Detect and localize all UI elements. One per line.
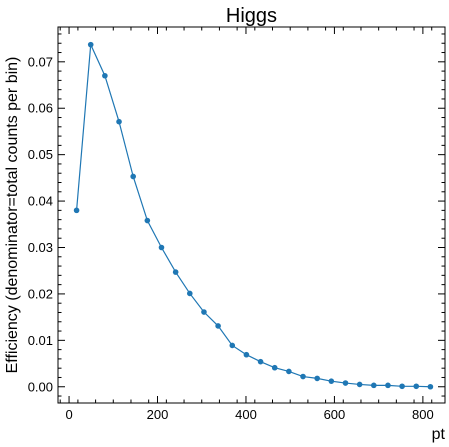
y-tick-label: 0.03	[28, 240, 53, 255]
data-point	[385, 382, 391, 389]
x-tick-label: 0	[65, 407, 72, 422]
data-point	[201, 309, 207, 315]
data-point	[286, 368, 292, 375]
plot-area	[58, 27, 445, 403]
data-point	[116, 118, 122, 125]
series-layer	[73, 41, 434, 390]
data-point	[257, 358, 264, 365]
chart-title: Higgs	[226, 5, 277, 27]
y-tick-label: 0.04	[28, 194, 53, 209]
data-point	[243, 351, 250, 358]
data-point	[342, 380, 349, 386]
data-point	[427, 383, 434, 390]
data-point	[271, 364, 278, 371]
data-point	[73, 207, 80, 214]
data-point	[328, 378, 335, 384]
data-point	[144, 217, 151, 224]
data-point	[215, 323, 221, 329]
data-point	[300, 373, 306, 380]
data-point	[370, 382, 377, 389]
y-tick-label: 0.07	[28, 54, 53, 69]
data-point	[314, 375, 320, 382]
y-axis-title: Efficiency (denominator=total counts per…	[4, 57, 21, 374]
axis-ticks: 0 200 400 600 800 0.00 0.01 0.02 0.03 0.04 0.05 0.0…	[28, 27, 445, 422]
y-tick-label: 0.02	[28, 286, 53, 301]
data-point	[87, 41, 94, 48]
data-point	[130, 173, 136, 180]
data-point	[102, 72, 108, 79]
x-axis-title: pt	[432, 426, 446, 443]
data-point	[172, 269, 179, 275]
data-point	[413, 383, 420, 390]
data-point	[399, 383, 405, 390]
data-point	[229, 342, 236, 349]
x-tick-label: 400	[235, 407, 257, 422]
x-tick-label: 600	[324, 407, 346, 422]
data-point	[158, 244, 165, 251]
y-tick-label: 0.05	[28, 147, 53, 162]
data-point	[356, 381, 363, 388]
x-tick-label: 200	[147, 407, 169, 422]
data-point	[187, 290, 193, 297]
plot-frame	[57, 26, 446, 404]
x-tick-label: 800	[412, 407, 434, 422]
y-tick-label: 0.00	[28, 379, 53, 394]
y-tick-label: 0.06	[28, 101, 53, 116]
y-tick-label: 0.01	[28, 333, 53, 348]
